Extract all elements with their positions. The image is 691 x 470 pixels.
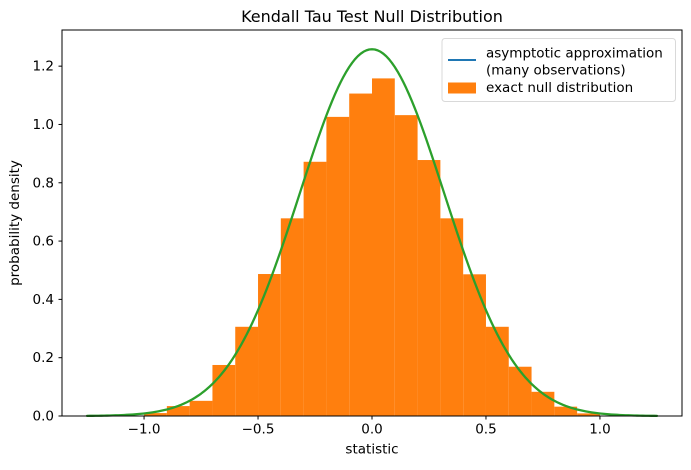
- legend: asymptotic approximation (many observati…: [441, 38, 676, 102]
- x-tick-label: −0.5: [242, 422, 275, 438]
- y-tick-label: 0.0: [33, 409, 54, 425]
- y-axis-label: probability density: [7, 160, 23, 286]
- histogram-bar: [166, 406, 190, 416]
- histogram-series: [144, 78, 600, 417]
- histogram-bar: [463, 274, 486, 416]
- histogram-bar: [349, 93, 372, 416]
- histogram-bar: [144, 413, 167, 416]
- legend-label-asymptotic-line2: (many observations): [486, 63, 626, 79]
- axes-frame-and-ticks: −1.0 −0.5 0.0 0.5 1.0 0.0 0.2 0.4 0.6 0.8 1.0 1.2: [33, 29, 683, 438]
- legend-label-exact: exact null distribution: [486, 80, 633, 96]
- y-tick-label: 1.0: [33, 117, 54, 133]
- y-tick-label: 0.8: [33, 175, 54, 191]
- x-axis-label: statistic: [345, 442, 398, 458]
- asymptotic-curve: [85, 48, 659, 417]
- histogram-bar: [280, 218, 304, 416]
- histogram-bar: [485, 326, 509, 416]
- histogram-bar: [531, 391, 555, 416]
- histogram-bar: [577, 413, 600, 416]
- y-tick-label: 0.4: [33, 292, 54, 308]
- x-tick-label: 0.0: [361, 422, 382, 438]
- y-tick-label: 0.2: [33, 350, 54, 366]
- histogram-bar: [326, 116, 350, 416]
- histogram-bar: [417, 160, 441, 416]
- legend-patch-swatch: [448, 82, 476, 94]
- histogram-bar: [303, 161, 327, 416]
- histogram-bar: [372, 78, 395, 417]
- x-tick-label: −1.0: [128, 422, 161, 438]
- histogram-bar: [554, 406, 578, 416]
- x-tick-label: 0.5: [475, 422, 496, 438]
- legend-label-asymptotic-line1: asymptotic approximation: [486, 46, 663, 62]
- histogram-bar: [189, 400, 213, 416]
- x-tick-label: 1.0: [589, 422, 610, 438]
- legend-frame: [441, 38, 676, 102]
- histogram-bar: [394, 115, 418, 416]
- histogram-bar: [508, 366, 532, 416]
- histogram-bar: [440, 218, 464, 416]
- y-tick-label: 1.2: [33, 59, 54, 75]
- y-tick-label: 0.6: [33, 234, 54, 250]
- histogram-bar: [235, 326, 259, 416]
- chart-title: Kendall Tau Test Null Distribution: [241, 7, 503, 26]
- histogram-bar: [258, 274, 281, 416]
